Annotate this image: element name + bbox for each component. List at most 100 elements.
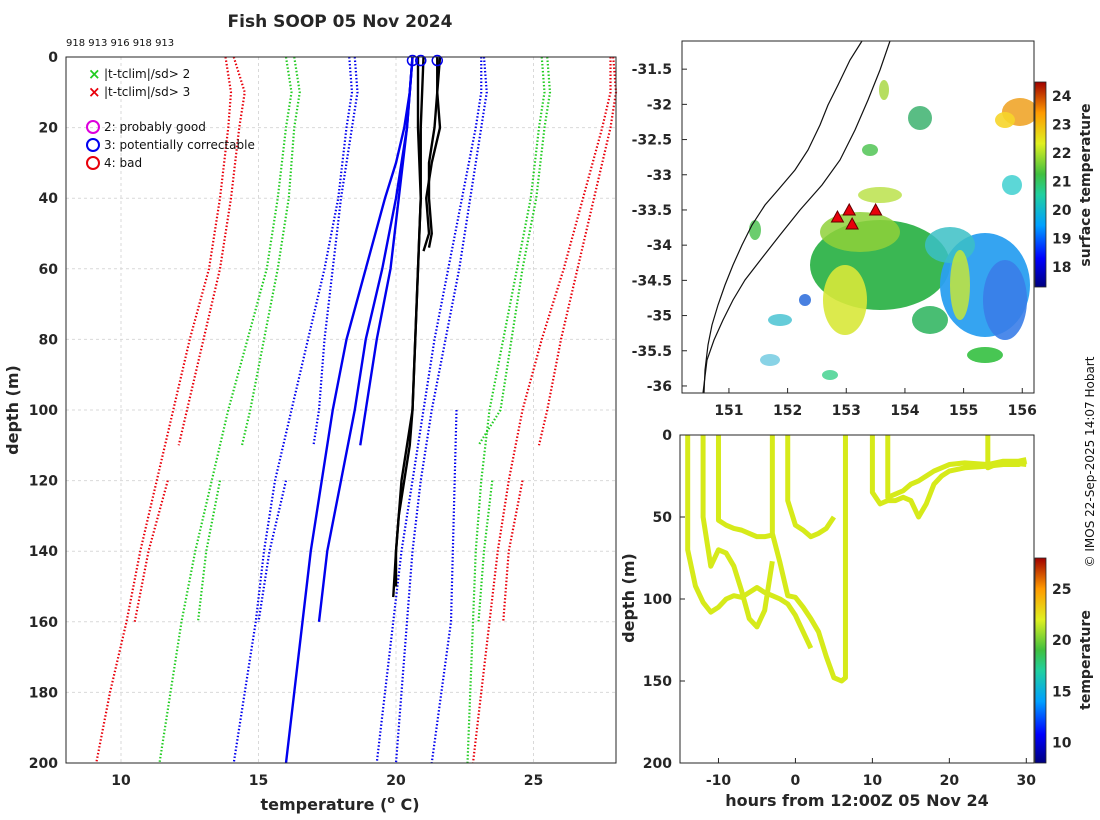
y-tick-label: 200 <box>29 756 58 772</box>
temp-colorbar-tick: 20 <box>1052 633 1072 649</box>
map-panel: 151 152 153 154 155 156 -31.5 -32 -32.5 -33 -33.5 -… <box>632 40 1094 419</box>
temp-colorbar-label: temperature <box>1078 610 1094 710</box>
climatology-line <box>158 56 293 764</box>
ts-x-tick-label: 0 <box>791 773 801 789</box>
drop-track <box>785 435 836 540</box>
lat-tick-label: -34 <box>647 238 673 254</box>
y-tick-label: 120 <box>29 474 58 490</box>
ts-x-tick-label: 30 <box>1017 773 1037 789</box>
timeseries-panel: -10 0 10 20 30 0 50 100 150 200 hours from 12:00Z… <box>619 428 1094 810</box>
legend-bad: 4: bad <box>104 156 142 170</box>
ts-x-tick-label: 20 <box>940 773 960 789</box>
temperature-profile <box>392 56 425 598</box>
ts-y-axis-label: depth (m) <box>619 553 638 643</box>
red-cross-icon: × <box>88 83 101 101</box>
y-tick-label: 60 <box>39 262 59 278</box>
sst-colorbar-tick: 20 <box>1052 203 1072 219</box>
ts-y-tick-label: 100 <box>643 592 672 608</box>
sst-colorbar-tick: 24 <box>1052 89 1072 105</box>
y-tick-label: 140 <box>29 544 58 560</box>
lon-tick-label: 152 <box>773 403 802 419</box>
ts-x-tick-label: 10 <box>863 773 883 789</box>
sst-colorbar-tick: 23 <box>1052 118 1071 134</box>
y-tick-label: 100 <box>29 403 58 419</box>
blue-circle-icon <box>86 138 100 152</box>
climatology-line <box>312 56 359 446</box>
x-tick-label: 20 <box>386 773 406 789</box>
climatology-line <box>375 57 483 764</box>
x-tick-label: 25 <box>524 773 543 789</box>
green-cross-icon: × <box>88 65 101 83</box>
legend-green-label: |t-tclim|/sd> 2 <box>104 67 190 81</box>
y-tick-label: 0 <box>48 50 58 66</box>
temperature-profile <box>359 56 414 446</box>
drop-track <box>715 435 773 540</box>
ts-y-tick-label: 200 <box>643 756 672 772</box>
lon-tick-label: 153 <box>832 403 861 419</box>
credit-text: © IMOS 22-Sep-2025 14:07 Hobart <box>1083 356 1097 567</box>
temp-colorbar-tick: 15 <box>1052 684 1071 700</box>
y-tick-label: 180 <box>29 685 58 701</box>
sst-colorbar-tick: 22 <box>1052 146 1071 162</box>
lat-tick-label: -35 <box>647 309 672 325</box>
climatology-line <box>257 480 288 622</box>
lat-tick-label: -32 <box>647 97 672 113</box>
sst-colorbar-label: surface temperature <box>1078 103 1094 266</box>
lon-tick-label: 151 <box>714 403 743 419</box>
lon-tick-label: 156 <box>1008 403 1037 419</box>
red-circle-icon <box>86 156 100 170</box>
profile-ids: 918 913 916 918 913 <box>66 38 174 49</box>
y-tick-label: 40 <box>39 191 59 207</box>
climatology-line <box>430 409 458 764</box>
drop-track <box>769 435 848 684</box>
ts-x-axis-label: hours from 12:00Z 05 Nov 24 <box>725 791 988 810</box>
y-tick-label: 20 <box>39 121 59 137</box>
y-tick-label: 80 <box>39 332 59 348</box>
legend-probably-good: 2: probably good <box>104 120 206 134</box>
lat-tick-label: -33 <box>647 168 672 184</box>
climatology-line <box>177 56 246 446</box>
profile-panel: 10 15 20 25 0 20 40 60 80 100 120 140 160 180 200 Fish… <box>3 12 618 814</box>
ts-y-tick-label: 0 <box>662 428 672 444</box>
lat-tick-label: -33.5 <box>632 203 672 219</box>
drop-track <box>985 435 1027 471</box>
climatology-line <box>232 56 354 764</box>
lat-tick-label: -35.5 <box>632 344 672 360</box>
sst-colorbar-tick: 21 <box>1052 175 1071 191</box>
x-axis-label: temperature (o C) <box>260 793 419 814</box>
climatology-line <box>95 56 233 764</box>
climatology-line <box>466 56 546 764</box>
x-tick-label: 10 <box>111 773 131 789</box>
lon-tick-label: 154 <box>890 403 919 419</box>
climatology-line <box>537 56 618 446</box>
climatology-line <box>477 480 494 622</box>
legend-correctable: 3: potentially correctable <box>104 138 255 152</box>
x-tick-label: 15 <box>249 773 268 789</box>
y-axis-label: depth (m) <box>3 365 22 455</box>
drop-location-marker <box>830 209 845 223</box>
legend-red-label: |t-tclim|/sd> 3 <box>104 85 190 99</box>
ts-x-tick-label: -10 <box>706 773 732 789</box>
temperature-profile <box>284 56 414 764</box>
sst-colorbar-tick: 18 <box>1052 260 1071 276</box>
lon-tick-label: 155 <box>949 403 978 419</box>
lat-tick-label: -32.5 <box>632 133 672 149</box>
shelf-contour <box>702 40 891 394</box>
lat-tick-label: -34.5 <box>632 273 672 289</box>
coastline <box>703 40 863 394</box>
drop-location-marker <box>845 216 859 230</box>
climatology-line <box>502 480 524 622</box>
ts-y-tick-label: 150 <box>643 674 672 690</box>
sst-colorbar-tick: 19 <box>1052 232 1071 248</box>
drop-track <box>685 435 814 650</box>
magenta-circle-icon <box>86 120 100 134</box>
chart-title: Fish SOOP 05 Nov 2024 <box>228 12 453 32</box>
sst-field <box>749 80 1038 380</box>
temperature-profile <box>422 56 442 252</box>
flag-circle <box>406 54 419 67</box>
climatology-line <box>196 480 222 622</box>
temp-colorbar <box>1034 557 1047 764</box>
sst-colorbar <box>1034 81 1047 288</box>
flag-circle <box>431 54 443 67</box>
